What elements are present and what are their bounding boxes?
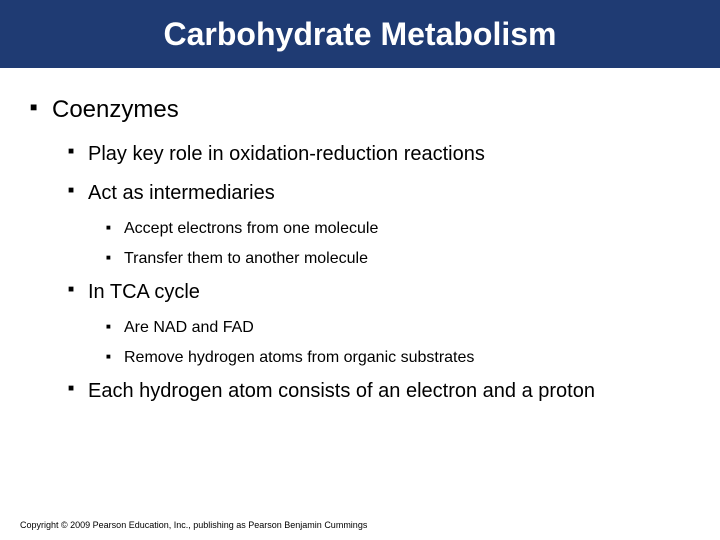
slide-title: Carbohydrate Metabolism (164, 16, 557, 53)
title-bar: Carbohydrate Metabolism (0, 0, 720, 68)
bullet-lvl3: Are NAD and FAD (30, 319, 690, 337)
bullet-lvl2: Play key role in oxidation-reduction rea… (30, 142, 690, 167)
bullet-lvl2: In TCA cycle (30, 280, 690, 305)
bullet-lvl2: Each hydrogen atom consists of an electr… (30, 379, 690, 404)
copyright-text: Copyright © 2009 Pearson Education, Inc.… (20, 520, 367, 530)
bullet-lvl3: Remove hydrogen atoms from organic subst… (30, 349, 690, 367)
bullet-lvl1: Coenzymes (30, 96, 690, 124)
bullet-lvl3: Transfer them to another molecule (30, 250, 690, 268)
bullet-lvl3: Accept electrons from one molecule (30, 220, 690, 238)
slide-content: Coenzymes Play key role in oxidation-red… (0, 68, 720, 404)
bullet-lvl2: Act as intermediaries (30, 181, 690, 206)
